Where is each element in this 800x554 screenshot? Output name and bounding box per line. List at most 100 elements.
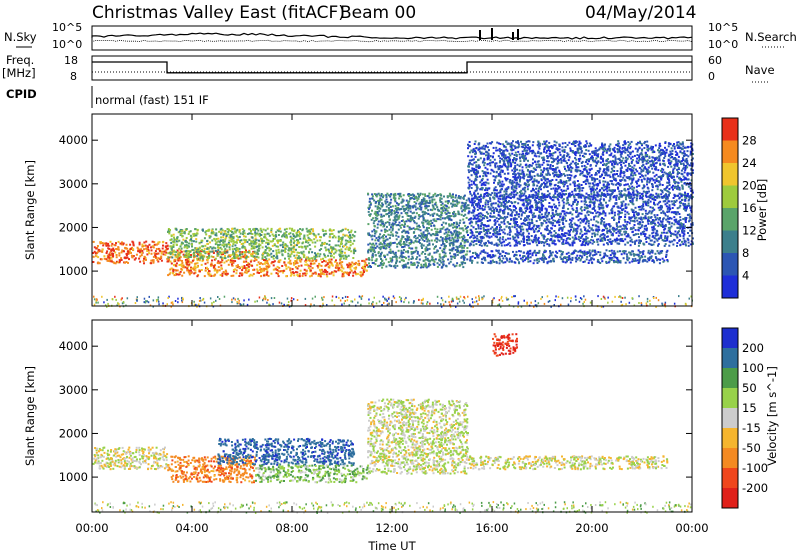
power-cell <box>293 274 296 277</box>
power-cell <box>544 216 547 219</box>
power-cell <box>648 252 651 255</box>
power-cell <box>500 242 503 245</box>
power-cell <box>603 237 606 240</box>
power-cell <box>477 225 480 228</box>
power-cell <box>360 275 363 278</box>
power-cell <box>417 264 419 267</box>
power-cell <box>565 239 568 242</box>
power-cell <box>290 236 293 239</box>
power-cell <box>564 232 567 235</box>
power-cell <box>279 259 282 262</box>
power-cell <box>290 239 293 242</box>
power-cell <box>140 254 143 257</box>
power-cell <box>464 262 467 265</box>
power-cell <box>638 260 641 263</box>
power-cell <box>586 243 589 246</box>
power-cell <box>212 246 215 249</box>
power-cell <box>92 252 94 254</box>
power-cell <box>283 232 286 235</box>
power-cell <box>347 248 350 251</box>
power-cell <box>563 256 566 259</box>
power-cell <box>444 239 447 242</box>
power-cell <box>552 259 555 262</box>
power-cell <box>230 259 232 262</box>
power-cell <box>228 243 231 246</box>
power-cell <box>616 258 619 261</box>
power-cell <box>597 259 599 262</box>
power-cell <box>481 214 484 217</box>
power-cell <box>649 206 652 209</box>
power-cell <box>318 263 321 266</box>
power-cell <box>454 233 457 236</box>
power-cell <box>271 233 274 236</box>
power-cell <box>387 261 390 264</box>
power-cell <box>400 195 403 198</box>
power-cell <box>226 272 229 275</box>
power-cell <box>350 265 353 268</box>
power-cell <box>103 242 106 245</box>
power-cell <box>615 223 618 226</box>
power-cell <box>269 248 272 251</box>
power-cell <box>401 236 404 239</box>
power-cell <box>258 266 261 269</box>
power-cell <box>221 274 224 277</box>
power-cell <box>262 267 265 270</box>
power-cell <box>463 208 466 211</box>
power-cell <box>536 239 539 242</box>
power-cell <box>474 257 476 259</box>
power-cell <box>660 193 663 196</box>
power-cell <box>389 252 392 254</box>
power-cell <box>441 237 444 240</box>
power-cell <box>162 253 165 256</box>
power-cell <box>460 255 463 258</box>
power-cell <box>631 211 634 213</box>
power-cell <box>445 231 448 234</box>
power-cell <box>393 264 396 267</box>
power-cell <box>556 234 559 237</box>
power-cell <box>222 239 225 242</box>
power-cell <box>233 227 236 230</box>
power-cell <box>405 212 408 215</box>
power-cell <box>404 223 406 226</box>
power-cell <box>604 254 607 256</box>
power-cell <box>107 244 110 247</box>
power-cell <box>190 272 193 275</box>
power-cell <box>264 259 267 261</box>
power-cell <box>631 197 634 200</box>
power-cell <box>455 204 458 207</box>
power-cell <box>170 267 173 270</box>
power-cell <box>282 249 284 252</box>
power-cell <box>257 233 260 236</box>
power-cell <box>574 199 577 201</box>
power-cell <box>519 226 522 229</box>
power-cell <box>373 224 376 227</box>
power-cell <box>414 235 417 237</box>
power-cell <box>601 204 604 207</box>
power-cell <box>673 202 675 205</box>
power-cell <box>223 261 226 264</box>
power-cell <box>631 219 634 222</box>
power-cell <box>400 220 403 222</box>
power-cell <box>414 197 417 200</box>
power-cell <box>179 249 182 252</box>
power-cell <box>282 244 285 247</box>
power-cell <box>528 218 531 221</box>
power-cell <box>230 240 233 243</box>
power-cell <box>535 227 537 230</box>
power-cell <box>566 260 568 263</box>
power-cell <box>141 245 144 248</box>
power-cell <box>600 206 603 209</box>
power-cell <box>477 192 479 195</box>
power-cell <box>298 246 301 248</box>
power-cell <box>452 244 455 247</box>
power-cell <box>502 236 505 239</box>
power-cell <box>267 274 270 277</box>
power-cell <box>296 258 299 261</box>
power-cell <box>579 207 582 210</box>
power-cell <box>170 248 173 251</box>
power-cell <box>408 228 411 231</box>
power-cell <box>433 260 436 263</box>
power-cell <box>575 207 578 210</box>
power-cell <box>234 253 237 256</box>
power-cell <box>254 231 257 234</box>
